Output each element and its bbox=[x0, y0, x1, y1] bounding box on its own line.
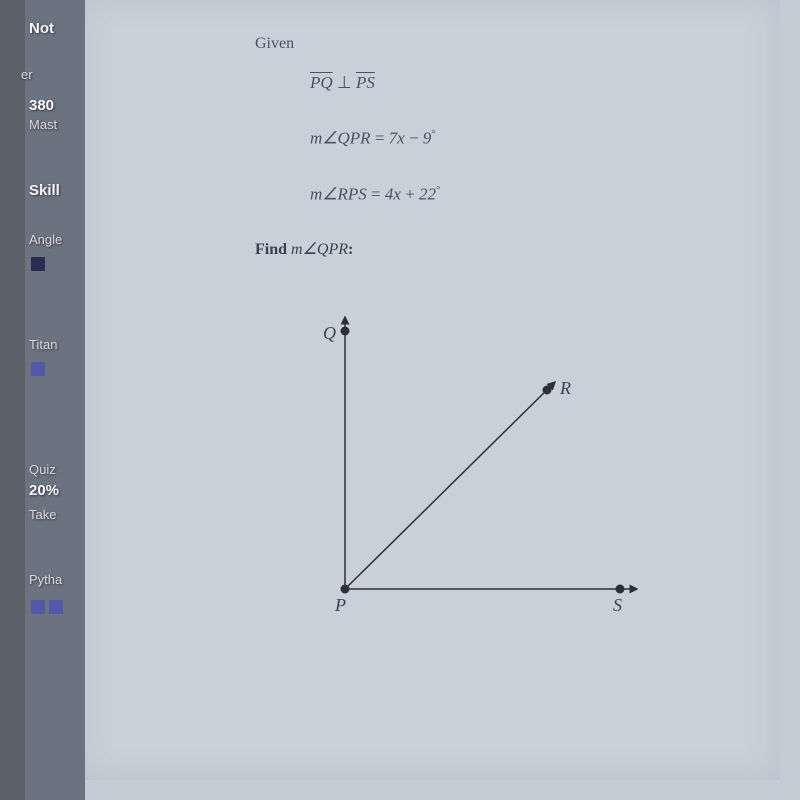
perpendicular-statement: PQ ⊥ PS bbox=[310, 73, 750, 93]
sidebar-item[interactable]: 380 bbox=[25, 95, 58, 116]
label-r: R bbox=[559, 378, 571, 398]
point-p bbox=[341, 585, 350, 594]
sidebar-item[interactable]: Pytha bbox=[25, 570, 66, 589]
label-p: P bbox=[334, 595, 346, 615]
window-left-edge bbox=[0, 0, 25, 800]
angle-diagram: P Q R S bbox=[315, 309, 665, 619]
point-r bbox=[543, 386, 552, 395]
sidebar-item[interactable]: Take bbox=[25, 505, 60, 524]
given-heading: Given bbox=[255, 35, 750, 53]
equation-rps: m∠RPS = 4x + 22° bbox=[310, 184, 750, 205]
sidebar-progress-block bbox=[31, 257, 45, 271]
sidebar-progress-block bbox=[31, 600, 45, 614]
sidebar-item[interactable]: Quiz bbox=[25, 460, 60, 479]
problem-panel: Given PQ ⊥ PS m∠QPR = 7x − 9° m∠RPS = 4x… bbox=[85, 0, 800, 800]
sidebar-item[interactable]: Not bbox=[25, 18, 58, 39]
diagram-svg: P Q R S bbox=[315, 309, 665, 619]
equation-qpr: m∠QPR = 7x − 9° bbox=[310, 128, 750, 149]
sidebar-item[interactable]: er bbox=[17, 65, 37, 84]
sidebar-item[interactable]: 20% bbox=[25, 480, 63, 501]
find-prompt: Find m∠QPR: bbox=[255, 239, 750, 259]
ray-pr bbox=[345, 382, 555, 589]
sidebar-progress-block bbox=[49, 600, 63, 614]
sidebar-progress-block bbox=[31, 362, 45, 376]
sidebar-item[interactable]: Angle bbox=[25, 230, 66, 249]
point-s bbox=[616, 585, 625, 594]
label-s: S bbox=[613, 595, 622, 615]
sidebar: Not er 380 Mast Skill Angle Titan Quiz 2… bbox=[25, 0, 85, 800]
sidebar-item[interactable]: Mast bbox=[25, 115, 61, 134]
sidebar-item[interactable]: Skill bbox=[25, 180, 64, 201]
sidebar-item[interactable]: Titan bbox=[25, 335, 61, 354]
point-q bbox=[341, 327, 350, 336]
label-q: Q bbox=[323, 323, 336, 343]
